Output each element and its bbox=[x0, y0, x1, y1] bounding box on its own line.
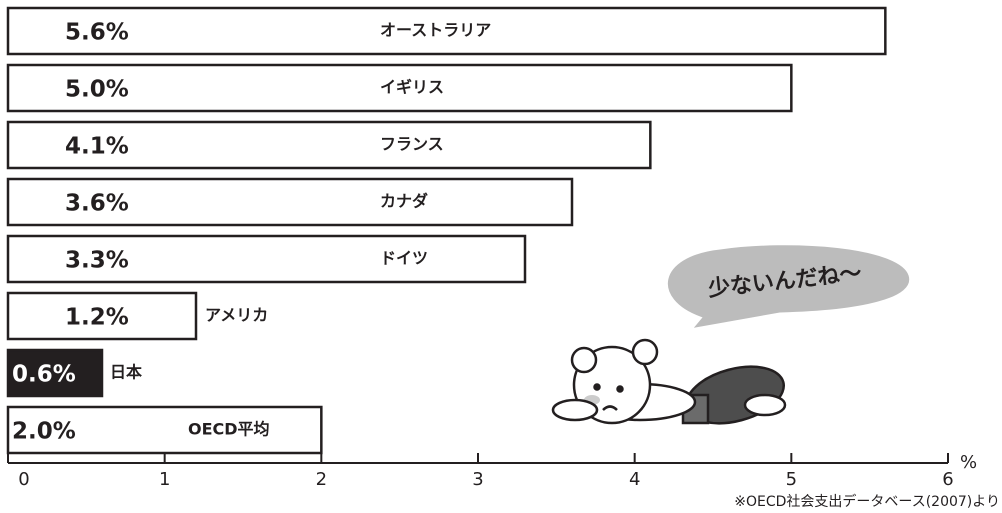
bar bbox=[6, 120, 652, 170]
value-label: 2.0% bbox=[12, 419, 76, 445]
bar bbox=[6, 63, 793, 113]
speech-bubble: 少ないんだね〜 bbox=[664, 242, 913, 333]
axis-unit: % bbox=[960, 452, 977, 473]
category-label: カナダ bbox=[380, 192, 428, 211]
value-label: 4.1% bbox=[65, 134, 129, 160]
category-label: ドイツ bbox=[380, 249, 428, 268]
category-label: OECD平均 bbox=[188, 420, 270, 439]
value-label: 3.3% bbox=[65, 248, 129, 274]
category-label: 日本 bbox=[110, 363, 142, 382]
mascot: ST bbox=[551, 338, 787, 425]
bar bbox=[6, 405, 323, 455]
bar bbox=[6, 6, 887, 56]
value-label: 5.6% bbox=[65, 20, 129, 46]
x-tick-label: 3 bbox=[472, 469, 483, 490]
x-tick-label: 0 bbox=[18, 469, 29, 490]
x-tick-label: 4 bbox=[629, 469, 640, 490]
bar bbox=[6, 291, 198, 341]
category-label: アメリカ bbox=[205, 306, 268, 325]
x-tick-label: 2 bbox=[316, 469, 327, 490]
category-label: オーストラリア bbox=[380, 21, 491, 40]
bar bbox=[6, 348, 104, 398]
value-label: 3.6% bbox=[65, 191, 129, 217]
value-label: 0.6% bbox=[12, 362, 76, 388]
value-label: 1.2% bbox=[65, 305, 129, 331]
value-label: 5.0% bbox=[65, 77, 129, 103]
mascot-label: ST bbox=[683, 345, 705, 370]
source-note: ※OECD社会支出データベース(2007)より bbox=[734, 493, 1000, 510]
bar bbox=[6, 234, 527, 284]
x-tick-label: 6 bbox=[942, 469, 953, 490]
x-tick-label: 1 bbox=[159, 469, 170, 490]
bar bbox=[6, 177, 574, 227]
category-label: フランス bbox=[380, 135, 444, 154]
category-label: イギリス bbox=[380, 78, 444, 97]
x-tick-label: 5 bbox=[786, 469, 797, 490]
